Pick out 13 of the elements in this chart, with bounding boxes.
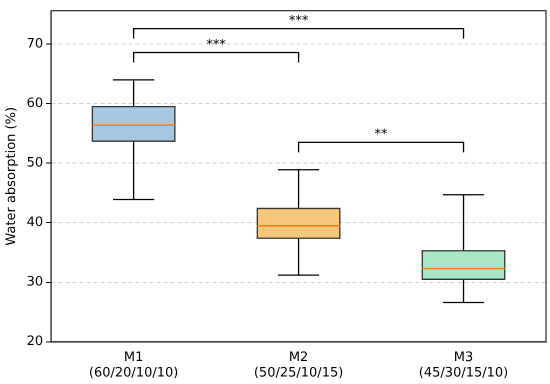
annotation: ***	[288, 14, 309, 29]
y-tick-label: 20	[26, 334, 44, 350]
y-axis-title: Water absorption (%)	[4, 106, 20, 246]
x-tick-label: M3 (45/30/15/10)	[418, 350, 508, 381]
x-tick-label: M2 (50/25/10/15)	[254, 350, 344, 381]
annotation: ***	[206, 37, 226, 52]
y-tick-label: 70	[26, 36, 44, 52]
x-tick-label: M1 (60/20/10/10)	[88, 350, 178, 381]
y-tick-label: 40	[26, 215, 44, 230]
annotation: **	[374, 127, 388, 142]
y-tick-label: 30	[26, 274, 44, 290]
y-tick-label: 50	[26, 156, 44, 171]
y-tick-label: 60	[26, 96, 44, 112]
